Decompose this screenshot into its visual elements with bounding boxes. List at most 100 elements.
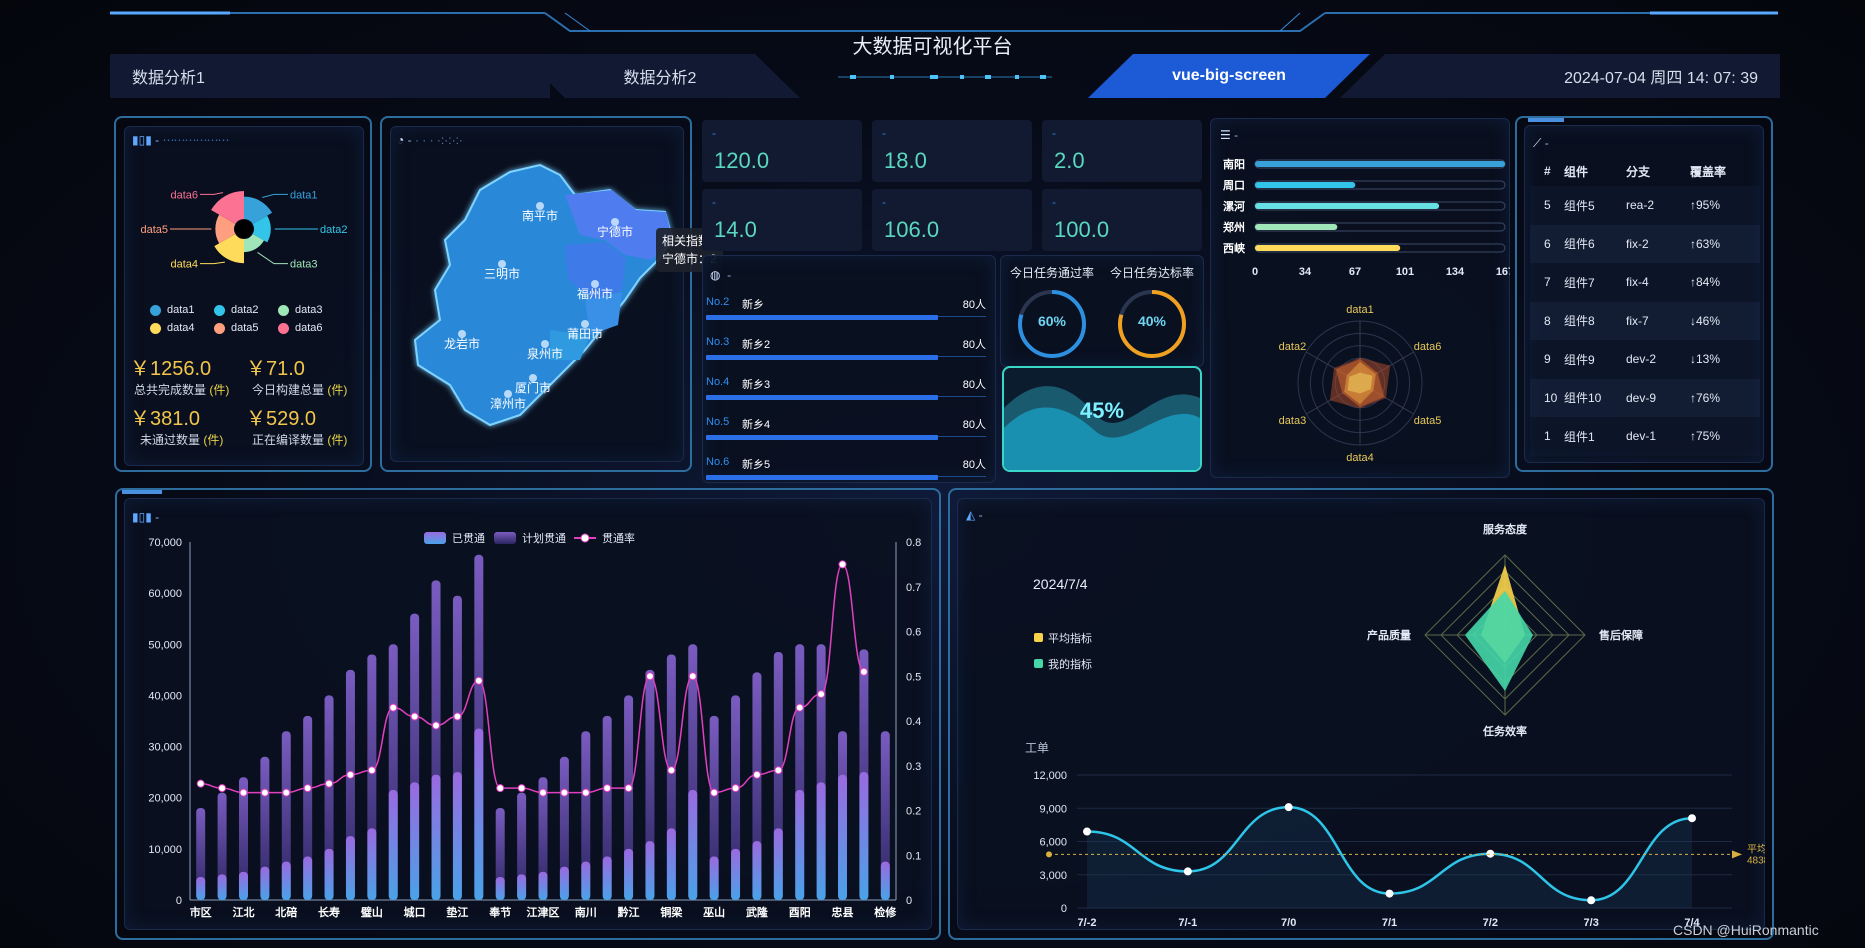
pie-chart-icon: ◔ (397, 133, 405, 147)
rate-point (859, 667, 868, 676)
radar-line-panel-frame (948, 488, 1774, 940)
bar-completed (773, 828, 783, 900)
ranking-name: 新乡 (742, 299, 764, 311)
map-panel-frame (380, 116, 692, 472)
gauge-arc (1118, 290, 1186, 358)
stat-label: - (1052, 195, 1056, 209)
pie-legend: data1 data2 data3 data4 data5 data6 (150, 304, 350, 340)
pie-legend-item[interactable]: data4 (150, 322, 214, 334)
table-row[interactable]: 1 组件1 dev-1 ↑75% (1530, 417, 1760, 456)
ranking-count: 80人 (962, 419, 986, 431)
tab-data-analysis-1[interactable]: 数据分析1 (110, 54, 550, 98)
legend-label: data6 (295, 322, 323, 334)
x-tick-label: 酉阳 (789, 905, 811, 919)
pie-legend-item[interactable]: data6 (278, 322, 342, 334)
radar-indicator-label: 服务态度 (1483, 522, 1528, 536)
ranking-item: No.5 新乡4 80人 (706, 416, 986, 446)
tab-vue-big-screen[interactable]: vue-big-screen (1088, 54, 1370, 98)
cell-coverage: ↓46% (1690, 313, 1721, 328)
rate-point (667, 766, 676, 775)
x-tick-label: 黔江 (618, 905, 640, 919)
x-tick-label: 北碚 (275, 905, 297, 919)
cell-index: 10 (1544, 390, 1558, 405)
rate-point (688, 672, 697, 681)
legend-dot (278, 322, 289, 334)
radar-line-panel (957, 498, 1765, 930)
map-region-ningde[interactable] (565, 190, 672, 260)
rate-point (196, 779, 205, 788)
table-row[interactable]: 8 组件8 fix-7 ↓46% (1530, 301, 1760, 340)
cell-coverage: ↓13% (1690, 352, 1721, 367)
gauge-value: 40% (1137, 313, 1167, 329)
coverage-table: # 组件 分支 覆盖率 5 组件5 rea-2 ↑95% 6 组件6 fix-2 ↑63% 7 组… (1530, 156, 1760, 456)
kpi-value: 1256.0 (150, 358, 212, 380)
cell-index: 1 (1544, 429, 1551, 444)
table-row[interactable]: 6 组件6 fix-2 ↑63% (1530, 224, 1760, 263)
table-row[interactable]: 7 组件7 fix-4 ↑84% (1530, 263, 1760, 302)
stat-value: 18.0 (884, 148, 927, 173)
radar-legend-average: 平均指标 (1034, 630, 1092, 646)
map-city-dot (536, 202, 544, 210)
pie-legend-item[interactable]: data1 (150, 304, 214, 316)
area-chart-icon: ◭ (966, 508, 976, 522)
workorder-point (1183, 867, 1192, 876)
panel-title-text: - (1544, 136, 1549, 150)
ranking-no: No.4 (706, 376, 730, 388)
radar-indicator-label: data2 (1279, 341, 1307, 353)
kpi-label: 未通过数量 (140, 433, 201, 447)
map-region-quanzhou[interactable] (550, 330, 590, 360)
ranking-item: No.2 新乡 80人 (706, 296, 986, 326)
stat-card: - 18.0 (872, 120, 1032, 182)
panel-title-text: - (155, 133, 160, 147)
bar-completed (517, 874, 527, 900)
kpi-currency: ￥ (246, 358, 266, 380)
bar-completed (431, 774, 441, 900)
x-tick-label: 7/-2 (1078, 917, 1097, 929)
table-panel (1524, 125, 1764, 463)
pie-legend-item[interactable]: data3 (278, 304, 342, 316)
x-tick-label: 江津区 (527, 905, 560, 919)
panel-title-text: - (1234, 128, 1239, 142)
ranking-bar (706, 315, 939, 320)
pie-label-line (200, 192, 224, 195)
legend-dot (150, 304, 161, 316)
bar-planned (731, 695, 741, 900)
bar-completed (816, 782, 826, 900)
pie-slice-label: data2 (320, 224, 348, 236)
legend-swatch (424, 532, 446, 544)
rate-point (838, 560, 847, 569)
bar-completed (731, 848, 741, 900)
table-header-row: # 组件 分支 覆盖率 (1530, 156, 1760, 186)
table-row[interactable]: 10 组件10 dev-9 ↑76% (1530, 378, 1760, 417)
corner-decoration (1528, 118, 1564, 122)
x-tick-label: 奉节 (488, 905, 511, 919)
legend-point (580, 533, 590, 543)
cell-component: 组件9 (1564, 352, 1595, 367)
pie-legend-item[interactable]: data5 (214, 322, 278, 334)
rate-point (752, 770, 761, 779)
tab-data-analysis-2[interactable]: 数据分析2 (520, 54, 800, 98)
stat-value: 100.0 (1054, 217, 1110, 242)
y-left-tick: 50,000 (148, 639, 182, 651)
table-row[interactable]: 9 组件9 dev-2 ↓13% (1530, 340, 1760, 379)
x-tick-label: 璧山 (361, 905, 383, 919)
pie-legend-item[interactable]: data2 (214, 304, 278, 316)
radar-indicator-label: data4 (1346, 452, 1374, 464)
bar-planned (581, 731, 591, 900)
legend-dot (278, 304, 289, 316)
table-row[interactable]: 5 组件5 rea-2 ↑95% (1530, 186, 1760, 225)
x-tick-label: 7/-1 (1178, 917, 1197, 929)
water-value: 45% (1079, 398, 1125, 423)
x-tick-label: 7/4 (1684, 917, 1700, 929)
y-right-tick: 0 (906, 895, 912, 907)
cell-index: 7 (1544, 275, 1551, 290)
legend-label: 已贯通 (452, 532, 485, 545)
gauge-arc (1018, 290, 1086, 358)
corner-decoration (122, 490, 162, 494)
stat-label: - (712, 126, 716, 140)
map-region-fuzhou[interactable] (565, 242, 626, 300)
cell-component: 组件1 (1564, 429, 1595, 444)
map-region-putian[interactable] (585, 292, 622, 335)
